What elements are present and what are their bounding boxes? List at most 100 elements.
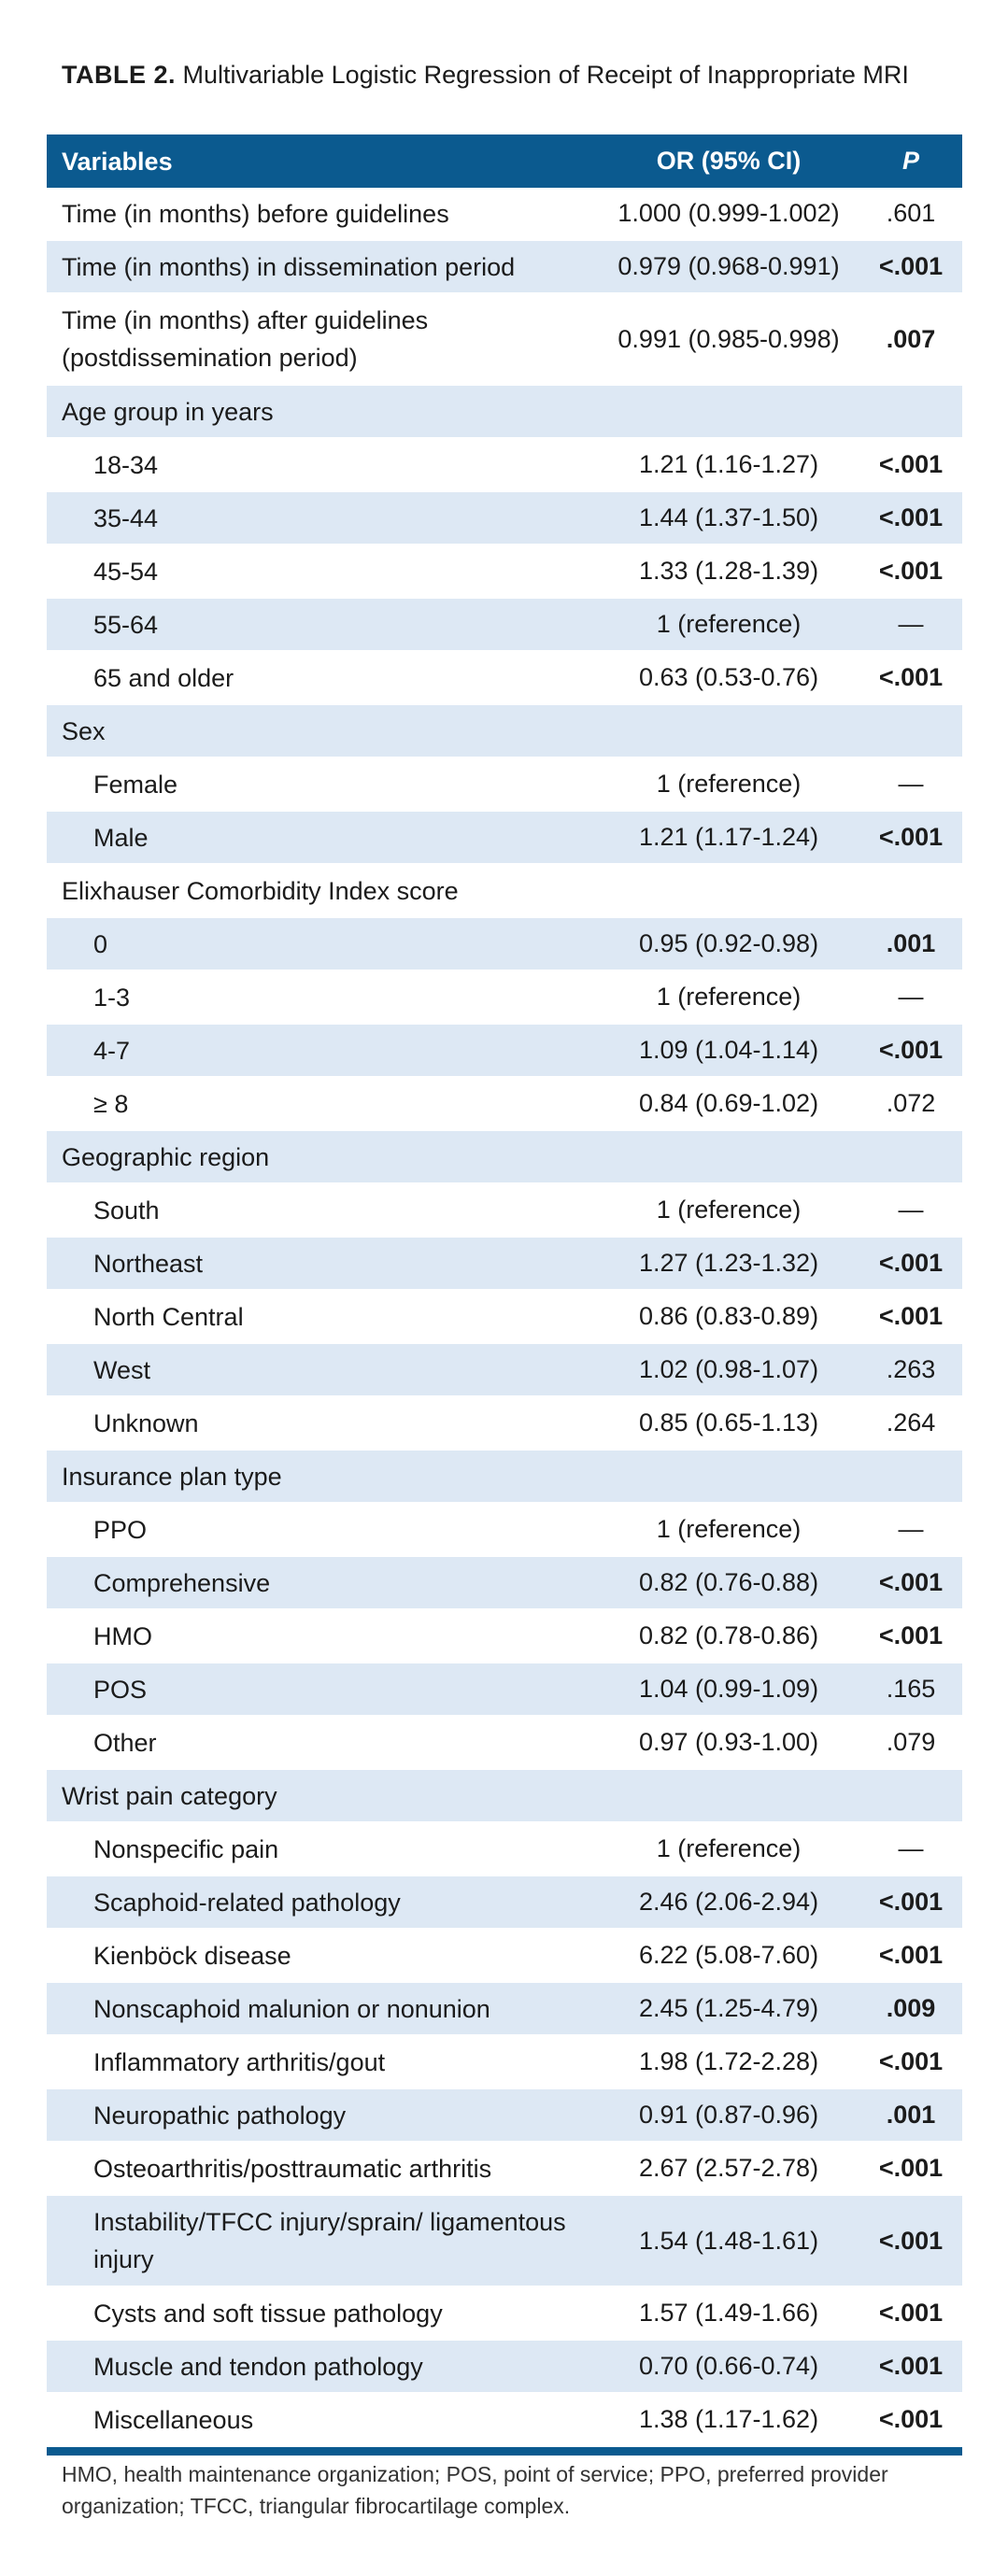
row-variable: 35-44 — [93, 503, 159, 532]
row-or: 2.46 (2.06-2.94) — [638, 1888, 819, 1916]
row-variable: Northeast — [93, 1249, 204, 1278]
row-p: <.001 — [878, 2047, 944, 2075]
table-row: Comprehensive 0.82 (0.76-0.88) <.001 — [47, 1557, 962, 1610]
row-p: — — [898, 983, 924, 1011]
row-variable: Osteoarthritis/posttraumatic arthritis — [93, 2154, 492, 2183]
row-or: 1.21 (1.16-1.27) — [638, 450, 819, 478]
row-or: 1 (reference) — [656, 610, 802, 638]
row-variable: Kienböck disease — [93, 1941, 291, 1970]
table-header: Variables OR (95% CI) P — [47, 134, 962, 188]
section-label: Insurance plan type — [62, 1462, 282, 1491]
row-or: 1.09 (1.04-1.14) — [638, 1036, 819, 1064]
row-p: .263 — [886, 1355, 936, 1383]
row-variable: 45-54 — [93, 557, 159, 586]
row-variable: Nonscaphoid malunion or nonunion — [93, 1994, 490, 2023]
row-or: 1.54 (1.48-1.61) — [638, 2226, 819, 2255]
row-or: 1.33 (1.28-1.39) — [638, 557, 819, 585]
table-section-row: Sex — [47, 705, 962, 758]
table-row: PPO 1 (reference) — — [47, 1504, 962, 1557]
table-row: Nonspecific pain 1 (reference) — — [47, 1823, 962, 1876]
row-or: 2.45 (1.25-4.79) — [638, 1994, 819, 2022]
row-variable: 1-3 — [93, 983, 131, 1012]
row-or: 0.979 (0.968-0.991) — [618, 252, 840, 280]
row-or: 1 (reference) — [656, 770, 802, 798]
table-row: 55-64 1 (reference) — — [47, 599, 962, 652]
row-p: <.001 — [878, 2226, 944, 2255]
row-or: 1.21 (1.17-1.24) — [638, 823, 819, 851]
row-p: .001 — [886, 2101, 936, 2129]
row-p: <.001 — [878, 557, 944, 585]
table-bottom-rule — [47, 2447, 962, 2456]
table-row: Muscle and tendon pathology 0.70 (0.66-0… — [47, 2341, 962, 2394]
row-or: 0.91 (0.87-0.96) — [638, 2101, 819, 2129]
row-variable: 55-64 — [93, 610, 159, 639]
row-or: 0.991 (0.985-0.998) — [618, 324, 840, 353]
table-row: 65 and older 0.63 (0.53-0.76) <.001 — [47, 652, 962, 705]
row-variable: Muscle and tendon pathology — [93, 2352, 423, 2381]
row-variable: Instability/TFCC injury/sprain/ ligament… — [93, 2208, 566, 2273]
table-title-text: Multivariable Logistic Regression of Rec… — [182, 61, 909, 89]
table-section-row: Age group in years — [47, 386, 962, 439]
row-or: 0.82 (0.78-0.86) — [638, 1621, 819, 1649]
row-p: <.001 — [878, 450, 944, 478]
row-p: <.001 — [878, 2299, 944, 2327]
table-row: 0 0.95 (0.92-0.98) .001 — [47, 918, 962, 971]
table-row: ≥ 8 0.84 (0.69-1.02) .072 — [47, 1078, 962, 1131]
table-section-row: Elixhauser Comorbidity Index score — [47, 865, 962, 918]
row-p: <.001 — [878, 1941, 944, 1969]
row-or: 1 (reference) — [656, 983, 802, 1011]
row-variable: North Central — [93, 1302, 244, 1331]
table-row: Time (in months) in dissemination period… — [47, 241, 962, 294]
row-variable: Comprehensive — [93, 1568, 271, 1597]
row-variable: Inflammatory arthritis/gout — [93, 2047, 386, 2076]
row-p: <.001 — [878, 823, 944, 851]
row-variable: Unknown — [93, 1408, 199, 1437]
table-row: Time (in months) before guidelines 1.000… — [47, 188, 962, 241]
row-or: 0.82 (0.76-0.88) — [638, 1568, 819, 1596]
table-row: Inflammatory arthritis/gout 1.98 (1.72-2… — [47, 2036, 962, 2089]
row-p: — — [898, 1834, 924, 1862]
row-or: 2.67 (2.57-2.78) — [638, 2154, 819, 2182]
table-row: Male 1.21 (1.17-1.24) <.001 — [47, 812, 962, 865]
row-p: .601 — [886, 199, 936, 227]
table-row: 45-54 1.33 (1.28-1.39) <.001 — [47, 545, 962, 599]
row-p: <.001 — [878, 1568, 944, 1596]
table-row: Scaphoid-related pathology 2.46 (2.06-2.… — [47, 1876, 962, 1930]
table-row: Nonscaphoid malunion or nonunion 2.45 (1… — [47, 1983, 962, 2036]
table-row: Neuropathic pathology 0.91 (0.87-0.96) .… — [47, 2089, 962, 2143]
row-variable: Nonspecific pain — [93, 1834, 279, 1863]
header-or: OR (95% CI) — [656, 147, 802, 175]
table-row: South 1 (reference) — — [47, 1184, 962, 1238]
row-p: .072 — [886, 1089, 936, 1117]
row-variable: Neuropathic pathology — [93, 2101, 347, 2130]
row-or: 1 (reference) — [656, 1196, 802, 1224]
row-p: .165 — [886, 1675, 936, 1703]
table-row: HMO 0.82 (0.78-0.86) <.001 — [47, 1610, 962, 1663]
row-or: 0.84 (0.69-1.02) — [638, 1089, 819, 1117]
row-p: .079 — [886, 1728, 936, 1756]
table-row: Miscellaneous 1.38 (1.17-1.62) <.001 — [47, 2394, 962, 2447]
row-variable: West — [93, 1355, 151, 1384]
header-variables: Variables — [62, 147, 173, 176]
section-label: Wrist pain category — [62, 1781, 277, 1810]
row-variable: Time (in months) in dissemination period — [62, 252, 516, 281]
row-p: — — [898, 770, 924, 798]
row-p: <.001 — [878, 2154, 944, 2182]
table-row: Instability/TFCC injury/sprain/ ligament… — [47, 2196, 962, 2287]
row-p: — — [898, 1515, 924, 1543]
section-label: Age group in years — [62, 397, 274, 426]
table-row: Unknown 0.85 (0.65-1.13) .264 — [47, 1397, 962, 1451]
table-row: Northeast 1.27 (1.23-1.32) <.001 — [47, 1238, 962, 1291]
row-variable: ≥ 8 — [93, 1089, 129, 1118]
row-p: <.001 — [878, 2405, 944, 2433]
row-variable: Scaphoid-related pathology — [93, 1888, 401, 1917]
row-or: 1 (reference) — [656, 1515, 802, 1543]
row-or: 1 (reference) — [656, 1834, 802, 1862]
table-section-row: Wrist pain category — [47, 1770, 962, 1823]
row-or: 1.27 (1.23-1.32) — [638, 1249, 819, 1277]
row-variable: Cysts and soft tissue pathology — [93, 2299, 443, 2328]
row-variable: 18-34 — [93, 450, 159, 479]
row-p: <.001 — [878, 1302, 944, 1330]
row-or: 0.70 (0.66-0.74) — [638, 2352, 819, 2380]
row-or: 1.44 (1.37-1.50) — [638, 503, 819, 531]
